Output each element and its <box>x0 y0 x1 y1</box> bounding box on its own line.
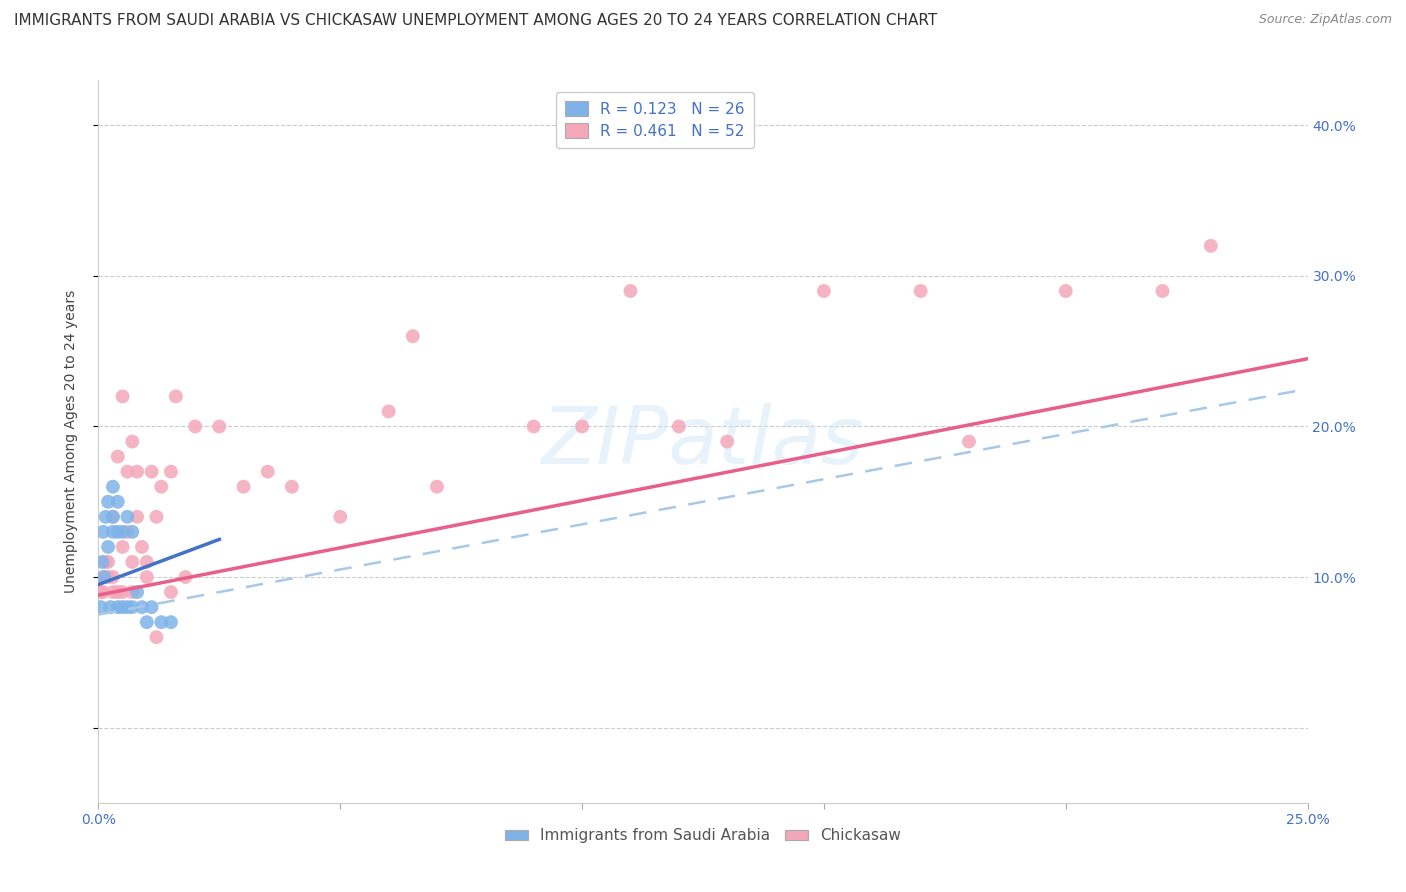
Point <box>256 465 278 479</box>
Point <box>668 419 690 434</box>
Point <box>145 509 167 524</box>
Point <box>91 555 114 569</box>
Point <box>97 540 120 554</box>
Point <box>329 509 352 524</box>
Point <box>117 524 139 539</box>
Point <box>107 450 129 464</box>
Point <box>121 434 143 449</box>
Point <box>101 570 124 584</box>
Point <box>1054 284 1077 298</box>
Point <box>208 419 231 434</box>
Point <box>150 480 173 494</box>
Point <box>135 615 157 630</box>
Point <box>111 524 134 539</box>
Point <box>1199 239 1222 253</box>
Point <box>94 509 117 524</box>
Text: IMMIGRANTS FROM SAUDI ARABIA VS CHICKASAW UNEMPLOYMENT AMONG AGES 20 TO 24 YEARS: IMMIGRANTS FROM SAUDI ARABIA VS CHICKASA… <box>14 13 938 29</box>
Point <box>619 284 641 298</box>
Point <box>1152 284 1174 298</box>
Point <box>135 555 157 569</box>
Point <box>97 555 120 569</box>
Point <box>160 465 183 479</box>
Point <box>127 585 149 599</box>
Point <box>135 570 157 584</box>
Point <box>174 570 197 584</box>
Point <box>91 585 114 599</box>
Point <box>121 600 143 615</box>
Point <box>97 570 120 584</box>
Point <box>90 600 112 615</box>
Point <box>426 480 449 494</box>
Point <box>131 600 153 615</box>
Point <box>165 389 187 403</box>
Point <box>101 524 124 539</box>
Point <box>101 480 124 494</box>
Point <box>100 600 122 615</box>
Point <box>402 329 425 343</box>
Point <box>111 600 134 615</box>
Point <box>101 585 124 599</box>
Point <box>101 509 124 524</box>
Text: ZIPatlas: ZIPatlas <box>541 402 865 481</box>
Point <box>377 404 399 418</box>
Point <box>127 509 149 524</box>
Point <box>957 434 980 449</box>
Point <box>91 524 114 539</box>
Point <box>93 570 115 584</box>
Point <box>117 509 139 524</box>
Point <box>281 480 304 494</box>
Point <box>90 585 112 599</box>
Point <box>150 615 173 630</box>
Point <box>107 524 129 539</box>
Point <box>111 540 134 554</box>
Point <box>111 585 134 599</box>
Point <box>91 570 114 584</box>
Point <box>571 419 593 434</box>
Point <box>121 555 143 569</box>
Point <box>107 600 129 615</box>
Legend: Immigrants from Saudi Arabia, Chickasaw: Immigrants from Saudi Arabia, Chickasaw <box>499 822 907 849</box>
Point <box>813 284 835 298</box>
Point <box>101 509 124 524</box>
Point <box>107 494 129 508</box>
Point <box>117 600 139 615</box>
Point <box>184 419 207 434</box>
Point <box>141 465 163 479</box>
Point <box>160 585 183 599</box>
Point <box>121 524 143 539</box>
Text: Source: ZipAtlas.com: Source: ZipAtlas.com <box>1258 13 1392 27</box>
Point <box>94 555 117 569</box>
Point <box>716 434 738 449</box>
Point <box>127 465 149 479</box>
Point <box>97 494 120 508</box>
Point <box>232 480 254 494</box>
Point <box>910 284 932 298</box>
Point <box>107 585 129 599</box>
Point <box>523 419 546 434</box>
Point <box>111 389 134 403</box>
Point <box>121 585 143 599</box>
Point <box>141 600 163 615</box>
Point <box>160 615 183 630</box>
Point <box>145 630 167 644</box>
Point <box>131 540 153 554</box>
Y-axis label: Unemployment Among Ages 20 to 24 years: Unemployment Among Ages 20 to 24 years <box>63 290 77 593</box>
Point <box>117 465 139 479</box>
